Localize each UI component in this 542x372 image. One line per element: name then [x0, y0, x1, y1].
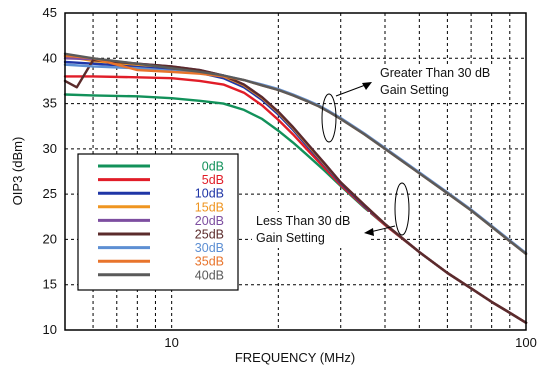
annotation-greater-arrow	[335, 83, 369, 97]
y-tick-labels: 10 15 20 25 30 35 40 45	[43, 5, 57, 337]
plot-frame	[64, 12, 527, 331]
legend-label-30db: 30dB	[195, 241, 224, 255]
annotation-greater-arrowhead	[362, 82, 372, 90]
annotation-greater-bg	[376, 64, 502, 100]
y-tick-label: 45	[43, 5, 57, 20]
annotation-less-line2: Gain Setting	[256, 231, 325, 245]
legend-label-15db: 15dB	[195, 200, 224, 214]
annotation-less-ellipse	[394, 182, 410, 236]
y-tick-label: 15	[43, 277, 57, 292]
annotation-greater-line2: Gain Setting	[380, 83, 449, 97]
annotation-greater-ellipse	[321, 93, 337, 143]
series-line-40db	[63, 52, 528, 256]
y-tick-label: 30	[43, 141, 57, 156]
x-axis-title: FREQUENCY (MHz)	[235, 350, 355, 365]
y-tick-label: 10	[43, 322, 57, 337]
y-tick-label: 40	[43, 50, 57, 65]
legend-label-35db: 35dB	[195, 255, 224, 269]
y-axis-title: OIP3 (dBm)	[10, 137, 25, 206]
annotation-less-line1: Less Than 30 dB	[256, 214, 350, 228]
y-tick-label: 20	[43, 231, 57, 246]
x-tick-labels: 10 100	[164, 335, 536, 350]
series-lines	[63, 52, 528, 324]
legend-label-0db: 0dB	[202, 160, 224, 174]
legend-label-20db: 20dB	[195, 214, 224, 228]
x-tick-label: 100	[515, 335, 537, 350]
annotation-greater: Greater Than 30 dB Gain Setting	[321, 64, 502, 143]
y-tick-label: 35	[43, 96, 57, 111]
annotation-greater-line1: Greater Than 30 dB	[380, 66, 490, 80]
y-tick-label: 25	[43, 186, 57, 201]
annotation-less-arrowhead	[364, 228, 374, 236]
legend-box	[77, 153, 239, 291]
annotation-less-bg	[252, 212, 370, 248]
legend-label-5db: 5dB	[202, 173, 224, 187]
x-tick-label: 10	[164, 335, 178, 350]
legend-label-40db: 40dB	[195, 268, 224, 282]
annotation-less-arrow	[369, 225, 396, 233]
annotation-less: Less Than 30 dB Gain Setting	[252, 182, 410, 248]
legend-label-10db: 10dB	[195, 187, 224, 201]
legend-label-25db: 25dB	[195, 228, 224, 242]
